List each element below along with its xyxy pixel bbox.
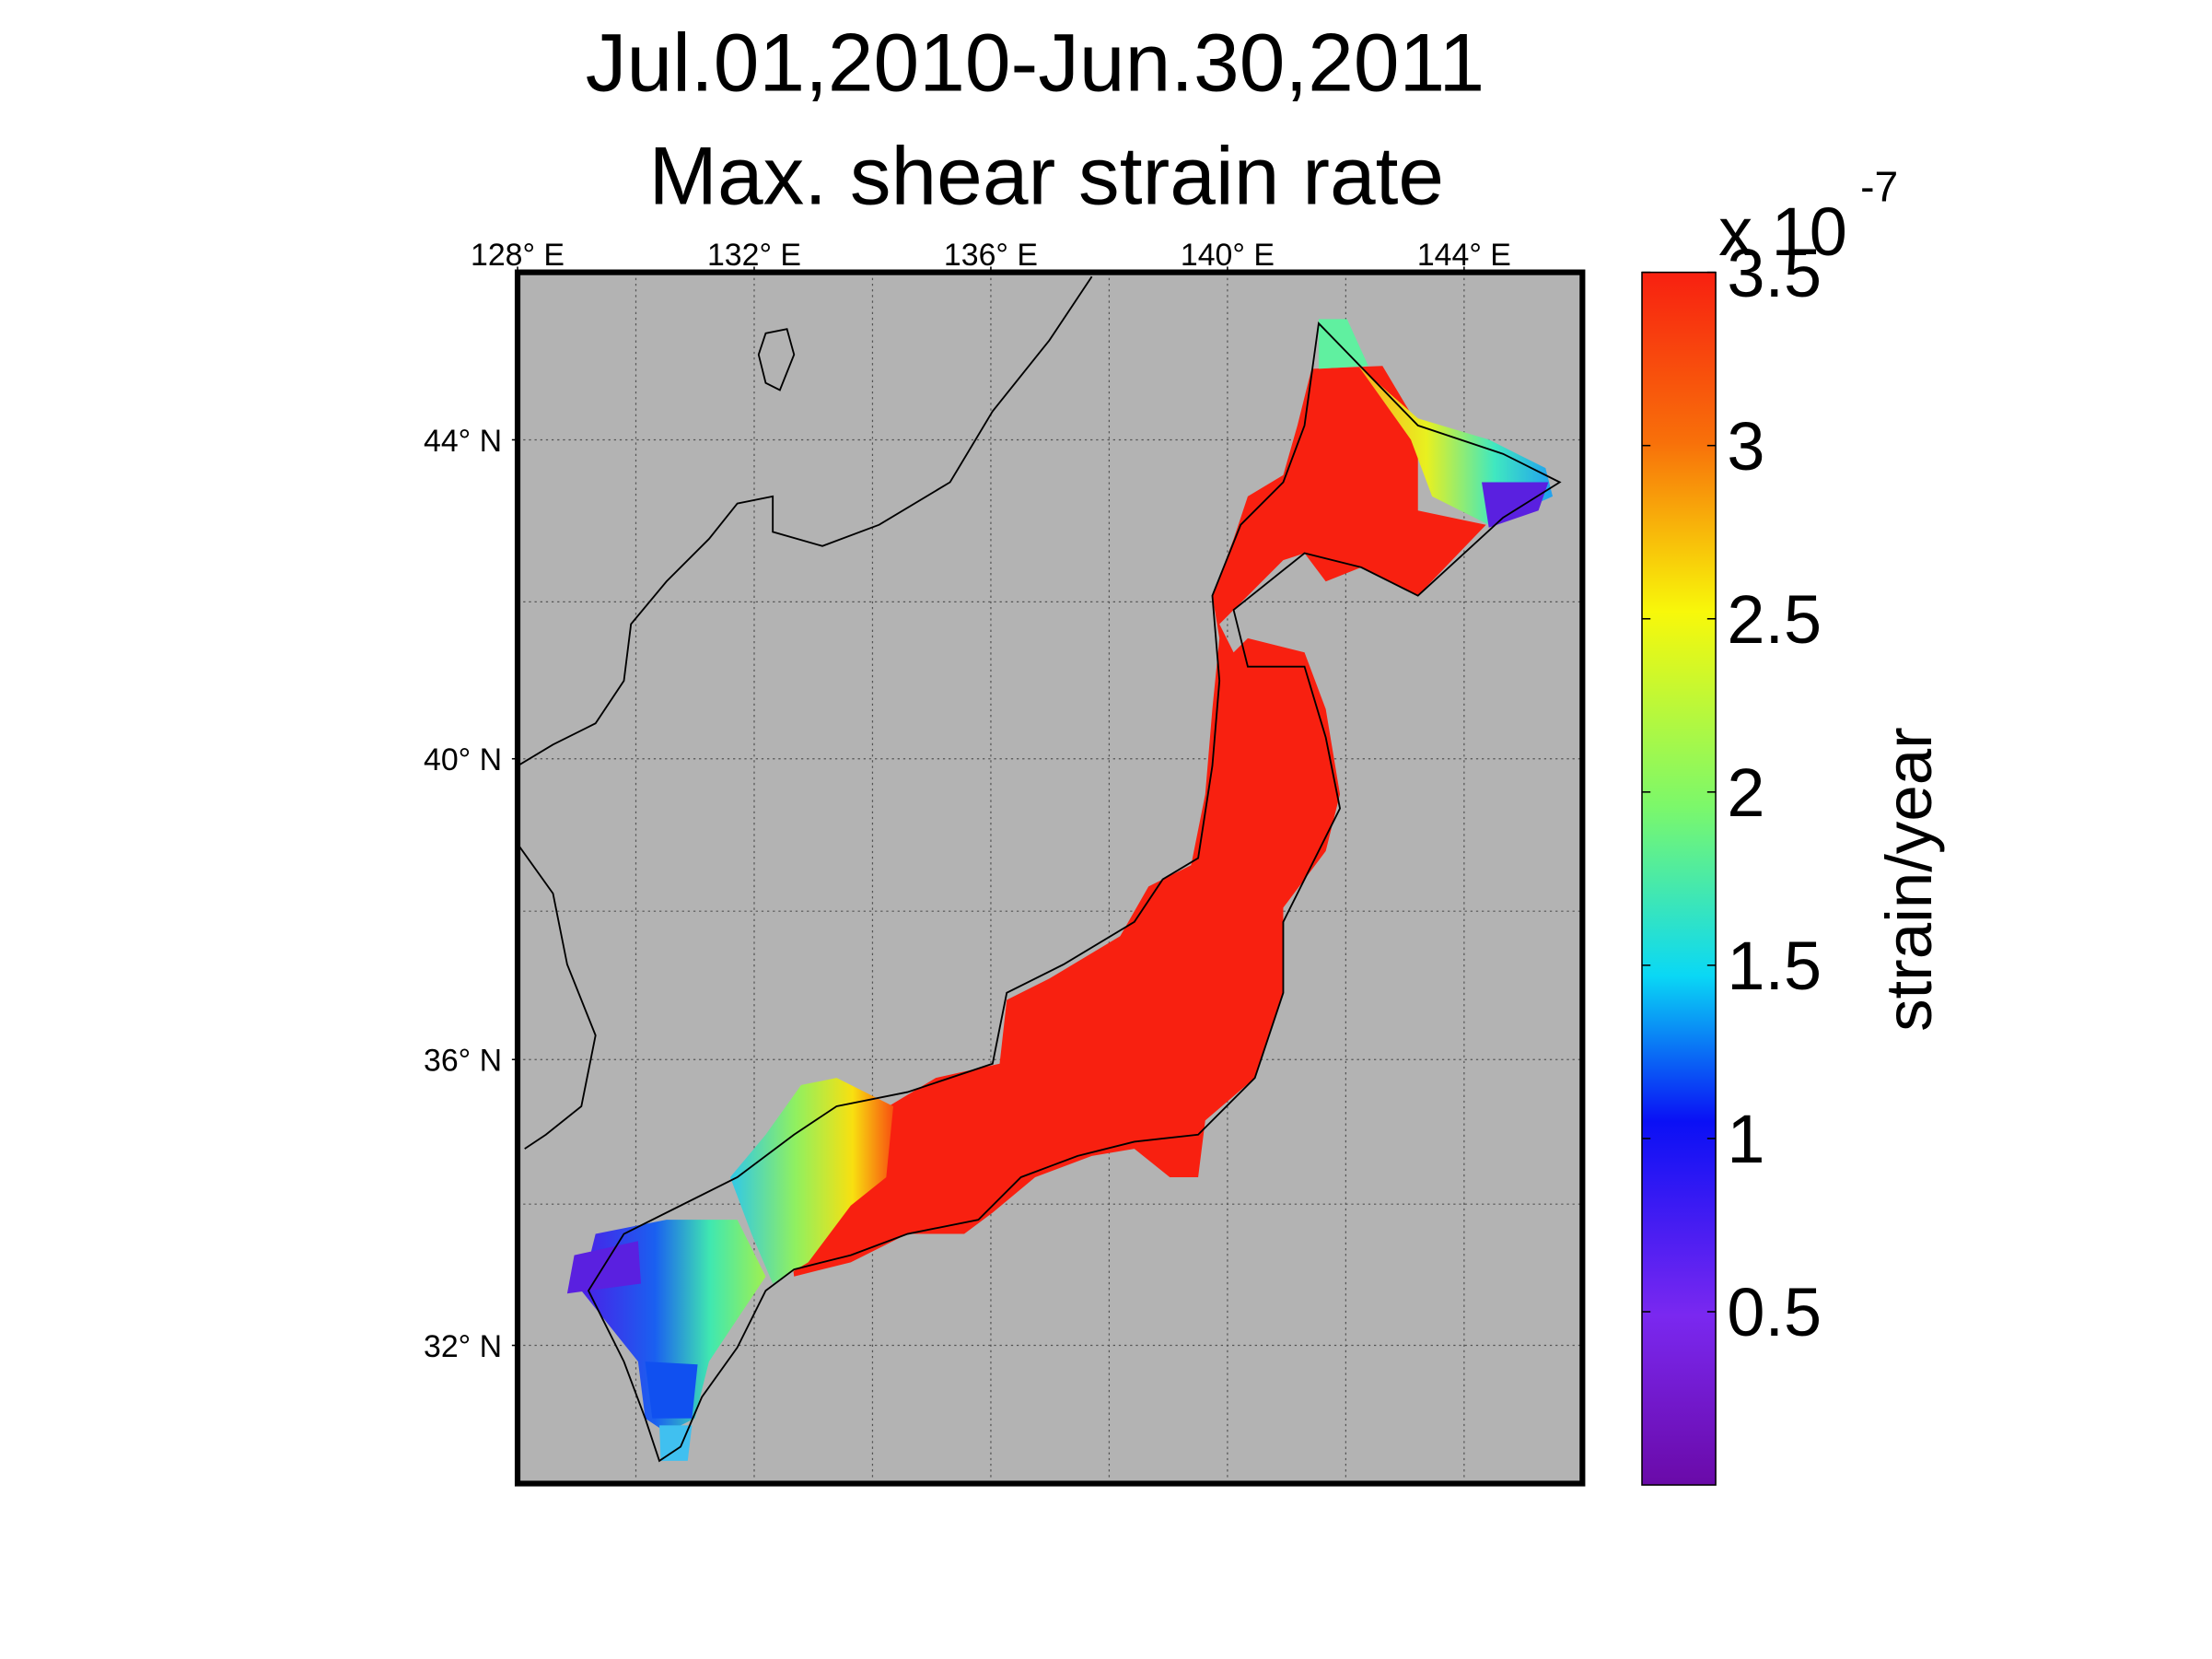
colorbar [1641,271,1717,1486]
colorbar-multiplier: x 10 [1718,193,1847,270]
colorbar-tick-label: 0.5 [1727,1274,1822,1350]
field-region [786,366,1486,1277]
colorbar-axis: 0.5 1 1.5 2 2.5 3 3.5 [1642,235,1822,1350]
field-region [1318,319,1368,369]
colorbar-tick-label: 1.5 [1727,928,1822,1004]
y-tick-label: 32° N [424,1329,502,1364]
x-tick-label: 140° E [1181,238,1275,273]
x-tick-label: 132° E [707,238,801,273]
field-region [729,1078,894,1284]
colorbar-label: strain/year [1873,727,1946,1032]
chart-subtitle: Max. shear strain rate [649,130,1445,222]
colorbar-tick-label: 2.5 [1727,581,1822,658]
colorbar-tick-label: 1 [1727,1101,1764,1177]
y-tick-label: 36° N [424,1044,502,1079]
coastline [518,275,1093,767]
x-tick-label: 128° E [471,238,565,273]
field-region [658,1425,693,1461]
strain-field [566,319,1554,1461]
map-frame [514,269,1586,1487]
x-tick-label: 136° E [944,238,1038,273]
chart-title: Jul.01,2010-Jun.30,2011 [586,17,1484,109]
coastline [757,328,796,391]
axis-labels: 128° E 132° E 136° E 140° E 144° E 32° N 36° N… [424,238,1511,1364]
colorbar-exponent: -7 [1860,163,1898,211]
x-tick-label: 144° E [1417,238,1511,273]
y-tick-label: 44° N [424,424,502,459]
field-region [1482,482,1549,528]
coastline [587,321,1562,1463]
field-region [645,1361,698,1419]
coastlines [518,275,1562,1463]
y-tick-label: 40° N [424,742,502,777]
colorbar-tick-label: 3 [1727,408,1764,485]
colorbar-tick-label: 2 [1727,754,1764,831]
coastline [518,843,597,1150]
colorbar-tick-label: 3.5 [1727,235,1822,311]
